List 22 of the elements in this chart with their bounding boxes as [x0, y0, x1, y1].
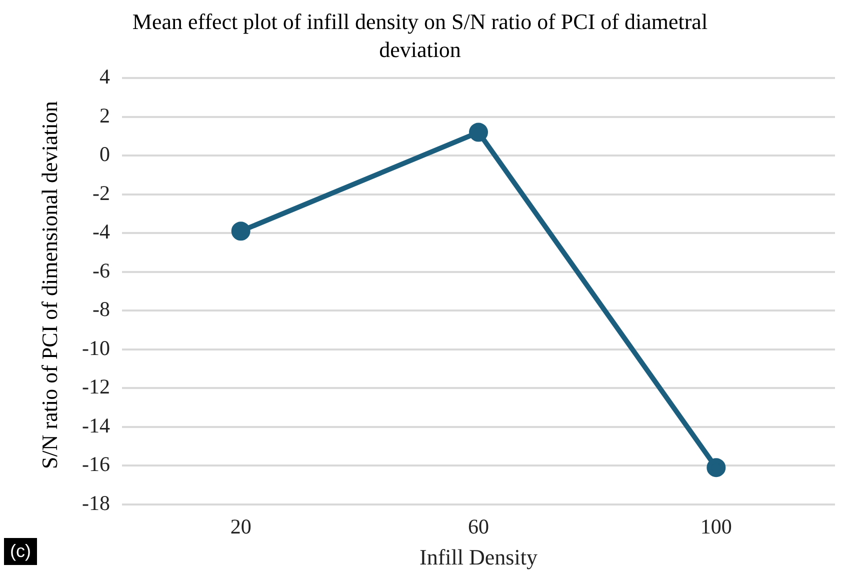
y-tick-label: -12	[82, 374, 110, 399]
y-tick-label: -16	[82, 452, 110, 476]
point	[706, 458, 726, 478]
y-tick-label: -4	[92, 220, 110, 244]
point	[468, 122, 488, 142]
y-tick-label: -8	[92, 297, 110, 322]
x-tick-label: 60	[468, 514, 489, 539]
y-axis-title: S/N ratio of PCI of dimensional deviation	[37, 100, 63, 471]
y-tick-label: 4	[99, 64, 110, 89]
y-tick-label: -6	[92, 258, 110, 282]
x-tick-label: 100	[700, 514, 732, 539]
y-tick-label: 0	[99, 142, 110, 166]
x-tick-label: 20	[230, 514, 252, 539]
y-tick-label: -2	[92, 180, 110, 205]
chart-title: Mean effect plot of infill density on S/N ratio of PCI of diametral deviation	[131, 8, 709, 64]
y-tick-label: -14	[82, 413, 110, 438]
y-tick-label: 2	[99, 103, 110, 128]
y-tick-label: -18	[82, 490, 110, 515]
text: (c)	[4, 538, 37, 565]
x-axis-title: Infill Density	[420, 544, 538, 570]
y-tick-label: -10	[82, 336, 110, 360]
point	[231, 222, 250, 241]
